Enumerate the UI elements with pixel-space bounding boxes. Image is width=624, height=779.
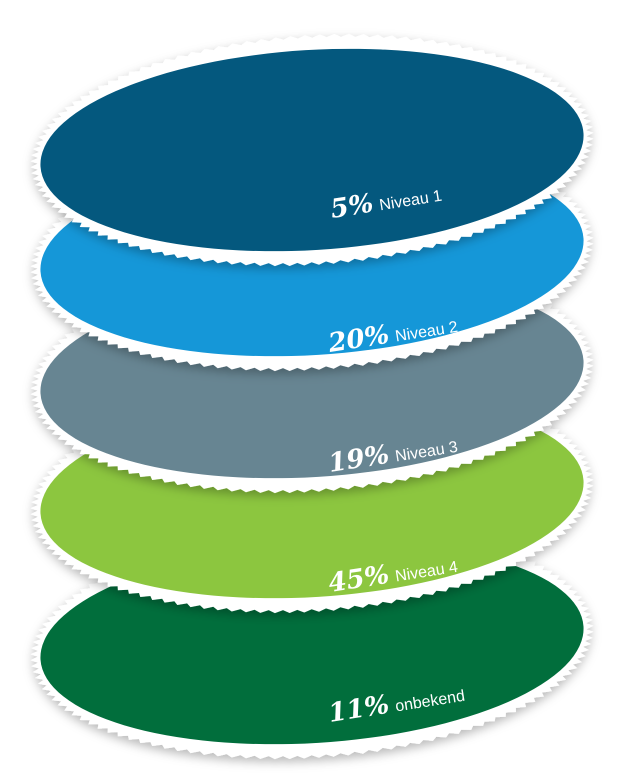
disc-group-niveau-1: 5% Niveau 1 xyxy=(30,33,594,267)
disc-niveau-1 xyxy=(40,48,584,252)
value-label-niveau-1: 5% xyxy=(328,189,375,225)
